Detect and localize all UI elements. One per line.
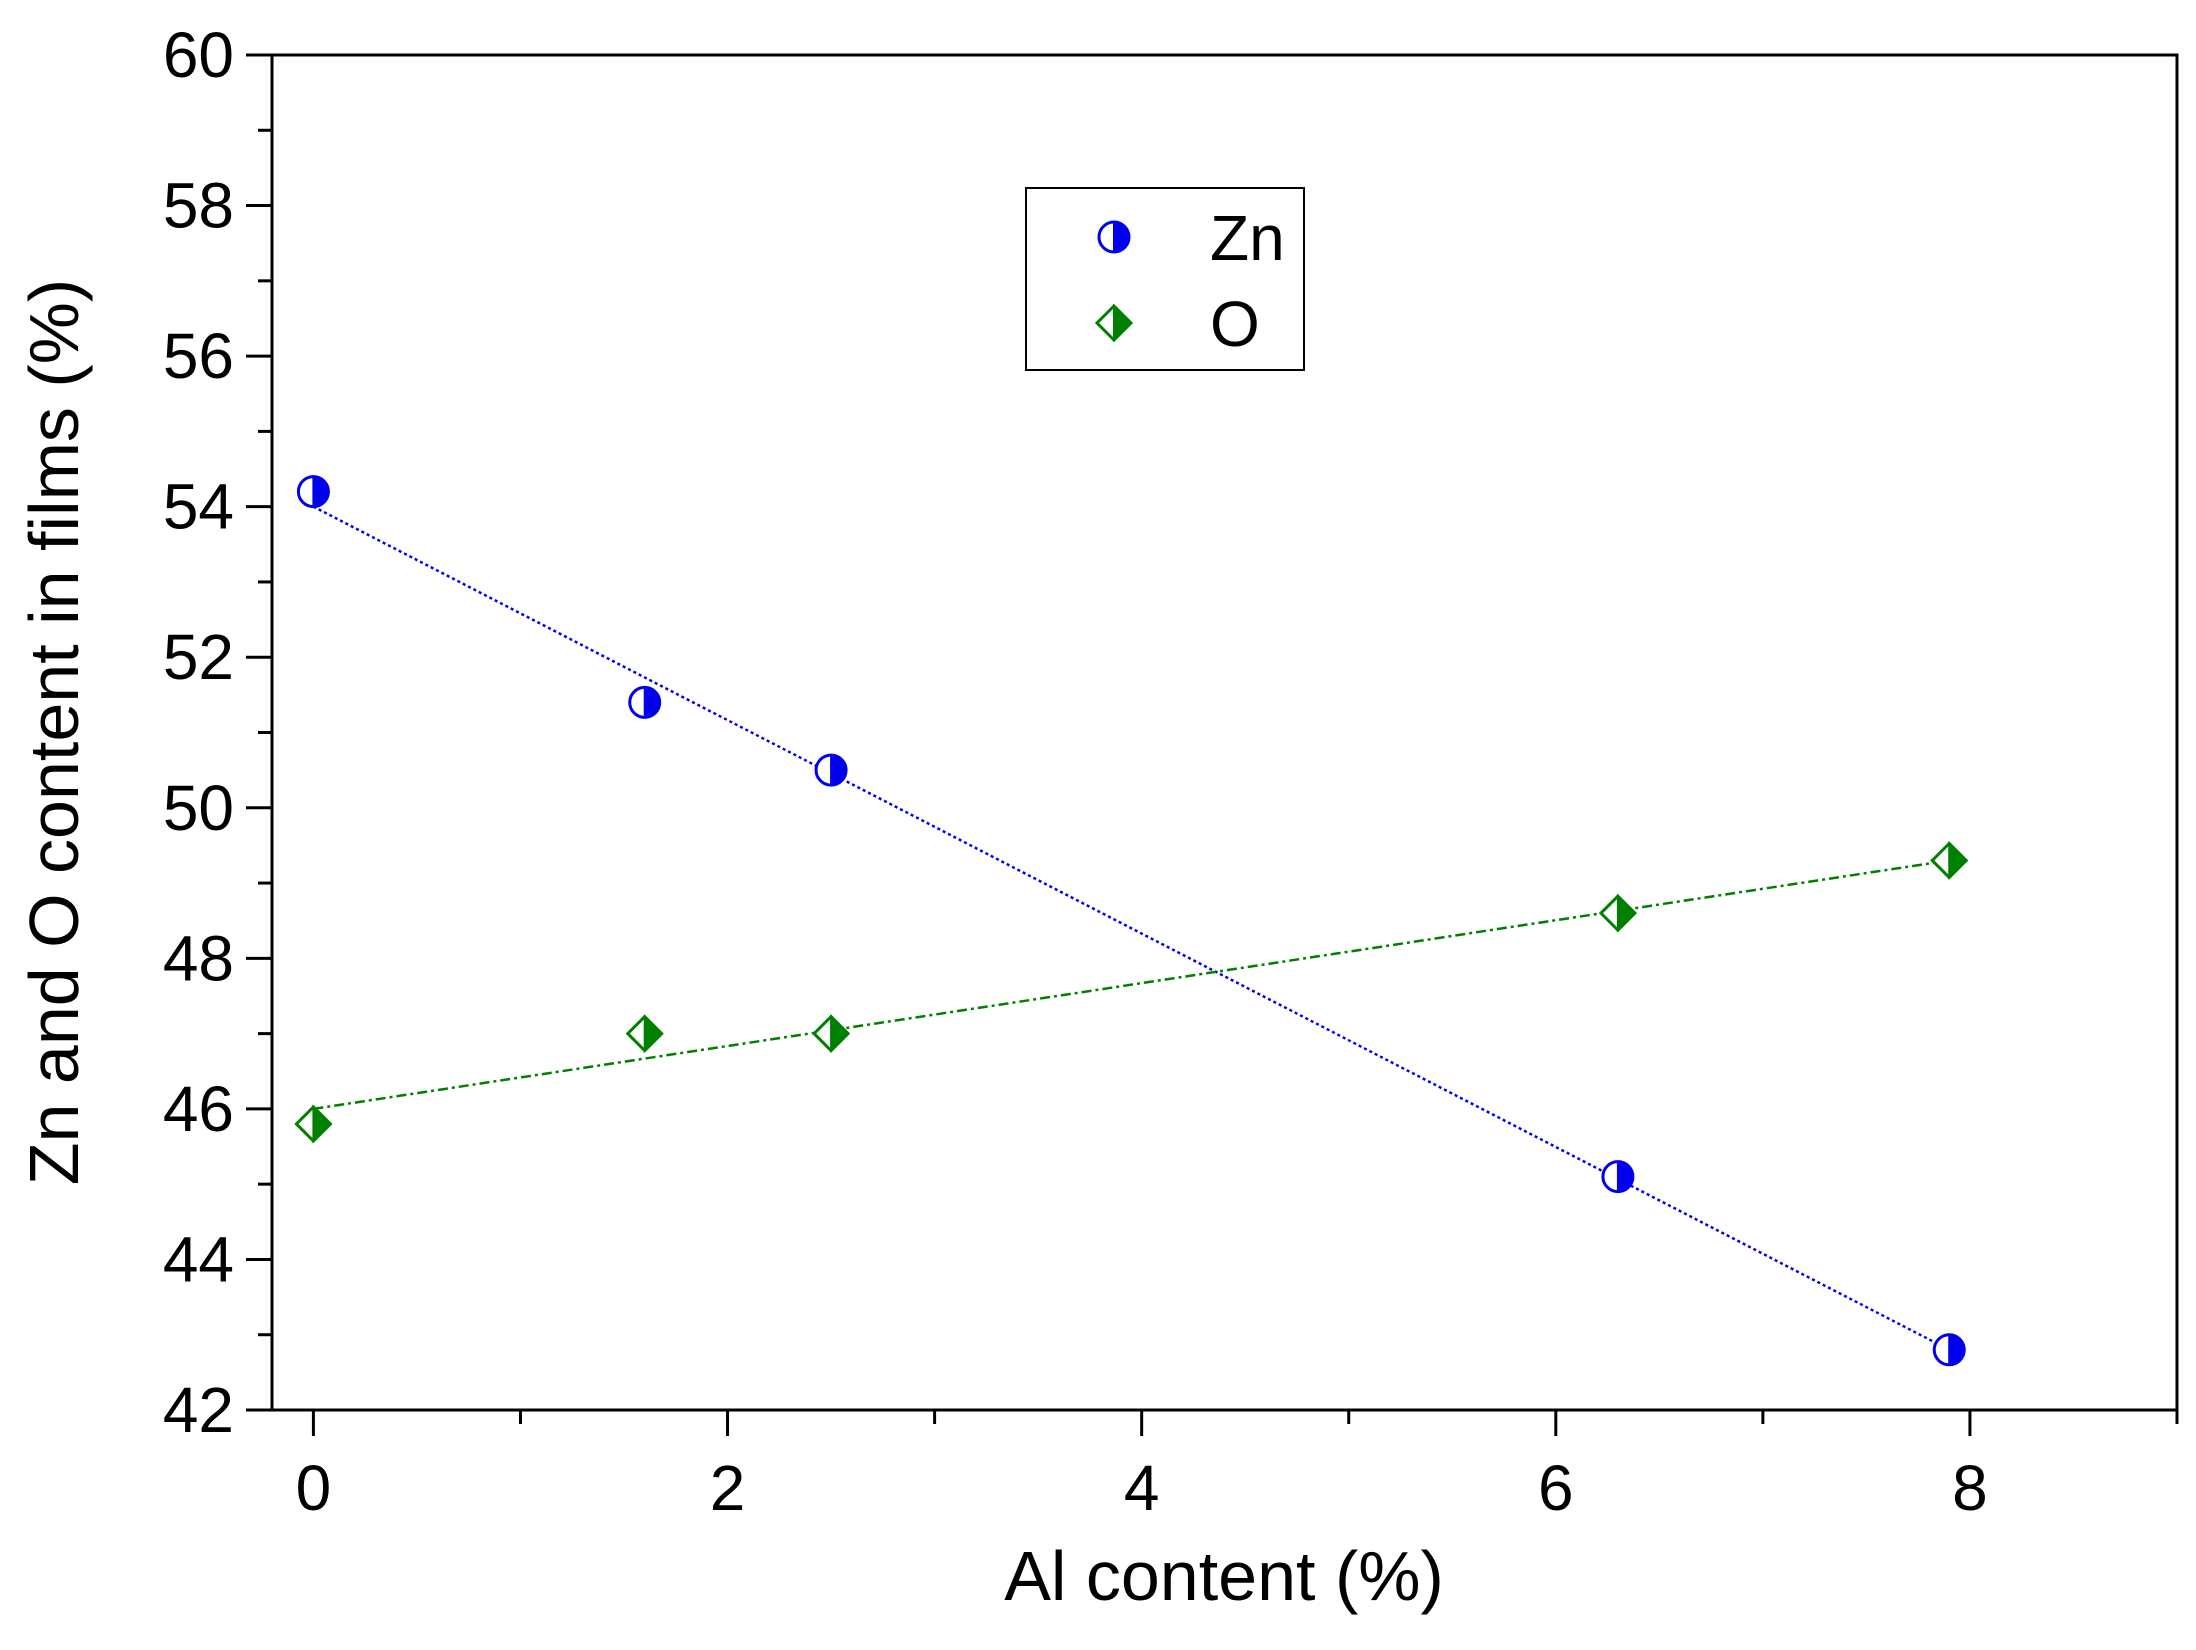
y-tick-label: 50 bbox=[163, 772, 234, 844]
y-tick-label: 56 bbox=[163, 320, 234, 392]
data-point-o bbox=[294, 1104, 333, 1144]
fit-line-o bbox=[313, 859, 1950, 1111]
legend: Zn O bbox=[1025, 187, 1305, 371]
x-tick-label: 8 bbox=[1952, 1452, 1988, 1524]
x-axis-title: Al content (%) bbox=[1004, 1537, 1444, 1615]
y-axis: 42 44 46 48 50 52 54 56 58 60 bbox=[163, 19, 272, 1446]
legend-label-o: O bbox=[1210, 288, 1260, 360]
y-tick-label: 60 bbox=[163, 19, 234, 91]
x-tick-label: 6 bbox=[1538, 1452, 1574, 1524]
legend-marker-zn bbox=[1097, 220, 1131, 254]
y-tick-label: 52 bbox=[163, 621, 234, 693]
data-point-o bbox=[1598, 893, 1638, 933]
y-tick-label: 42 bbox=[163, 1374, 234, 1446]
fit-line-zn bbox=[312, 505, 1950, 1351]
data-points bbox=[294, 475, 1969, 1367]
data-point-o bbox=[811, 1014, 851, 1054]
data-point-zn bbox=[1932, 1333, 1966, 1367]
legend-box bbox=[1025, 187, 1305, 371]
data-point-zn bbox=[814, 753, 848, 787]
legend-label-zn: Zn bbox=[1210, 202, 1285, 274]
y-tick-label: 48 bbox=[163, 922, 234, 994]
y-axis-title: Zn and O content in films (%) bbox=[15, 279, 93, 1185]
data-point-o bbox=[1930, 841, 1969, 880]
fit-lines bbox=[312, 505, 1950, 1351]
legend-marker-o bbox=[1094, 303, 1134, 343]
x-tick-label: 0 bbox=[296, 1452, 332, 1524]
y-tick-label: 44 bbox=[163, 1223, 234, 1295]
y-tick-label: 58 bbox=[163, 170, 234, 242]
x-axis: 0 2 4 6 8 bbox=[296, 1410, 2179, 1524]
x-tick-label: 4 bbox=[1124, 1452, 1160, 1524]
data-point-zn bbox=[1601, 1160, 1635, 1194]
x-tick-label: 2 bbox=[710, 1452, 746, 1524]
data-point-o bbox=[625, 1014, 664, 1054]
y-tick-label: 54 bbox=[163, 471, 234, 543]
y-tick-label: 46 bbox=[163, 1073, 234, 1145]
data-point-zn bbox=[296, 475, 330, 509]
data-point-zn bbox=[628, 685, 662, 719]
